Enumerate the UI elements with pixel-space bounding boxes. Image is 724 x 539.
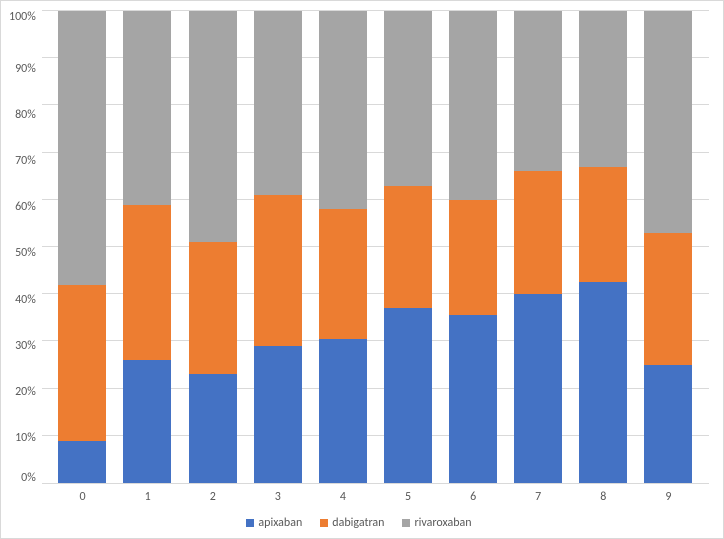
- bar-segment-rivaroxaban: [384, 11, 432, 186]
- legend-label: dabigatran: [332, 516, 384, 530]
- y-tick-label: 20%: [15, 386, 36, 398]
- bar-segment-dabigatran: [579, 167, 627, 283]
- legend-label: apixaban: [258, 516, 302, 530]
- x-tick-label: 4: [319, 490, 367, 504]
- legend-item-dabigatran: dabigatran: [320, 516, 384, 530]
- x-tick-label: 7: [514, 490, 562, 504]
- legend-swatch: [246, 519, 254, 527]
- bar: [644, 11, 692, 483]
- bar-segment-dabigatran: [319, 209, 367, 339]
- bar-segment-apixaban: [254, 346, 302, 483]
- bar-segment-apixaban: [449, 315, 497, 483]
- plot-area: 100% 90% 80% 70% 60% 50% 40% 30% 20% 10% 0%: [9, 11, 709, 484]
- bar-segment-dabigatran: [644, 233, 692, 365]
- legend: apixaban dabigatran rivaroxaban: [9, 504, 709, 530]
- bar: [579, 11, 627, 483]
- bar-segment-apixaban: [123, 360, 171, 483]
- legend-swatch: [402, 519, 410, 527]
- bar: [58, 11, 106, 483]
- y-axis: 100% 90% 80% 70% 60% 50% 40% 30% 20% 10% 0%: [9, 11, 42, 484]
- bar-segment-apixaban: [319, 339, 367, 483]
- x-axis-labels: 0 1 2 3 4 5 6 7 8 9: [42, 490, 709, 504]
- bar-segment-rivaroxaban: [514, 11, 562, 171]
- bar-segment-dabigatran: [189, 242, 237, 374]
- x-tick-label: 5: [384, 490, 432, 504]
- bar-segment-dabigatran: [449, 200, 497, 316]
- x-tick-label: 8: [579, 490, 627, 504]
- chart-grid: [42, 11, 709, 484]
- y-tick-label: 40%: [15, 294, 36, 306]
- y-tick-label: 50%: [15, 247, 36, 259]
- bar-segment-dabigatran: [384, 186, 432, 309]
- y-tick-label: 0%: [21, 472, 36, 484]
- legend-item-apixaban: apixaban: [246, 516, 302, 530]
- y-tick-label: 10%: [15, 432, 36, 444]
- bar-segment-dabigatran: [58, 285, 106, 441]
- x-axis: 0 1 2 3 4 5 6 7 8 9: [9, 484, 709, 504]
- bar-segment-apixaban: [514, 294, 562, 483]
- chart-container: 100% 90% 80% 70% 60% 50% 40% 30% 20% 10% 0% 0 1 2 3 4 5…: [0, 0, 724, 539]
- x-tick-label: 0: [59, 490, 107, 504]
- bar-segment-dabigatran: [514, 171, 562, 294]
- x-tick-label: 9: [644, 490, 692, 504]
- bar-segment-apixaban: [384, 308, 432, 483]
- bar: [514, 11, 562, 483]
- bar-segment-apixaban: [189, 374, 237, 483]
- bar-segment-rivaroxaban: [449, 11, 497, 200]
- legend-swatch: [320, 519, 328, 527]
- bar-segment-rivaroxaban: [579, 11, 627, 167]
- bar-segment-rivaroxaban: [254, 11, 302, 195]
- y-tick-label: 80%: [15, 109, 36, 121]
- y-tick-label: 60%: [15, 201, 36, 213]
- bar-segment-apixaban: [644, 365, 692, 483]
- y-tick-label: 70%: [15, 155, 36, 167]
- bar-segment-dabigatran: [123, 205, 171, 361]
- bar-segment-rivaroxaban: [189, 11, 237, 242]
- y-tick-label: 30%: [15, 340, 36, 352]
- bar-segment-rivaroxaban: [644, 11, 692, 233]
- bar: [384, 11, 432, 483]
- y-tick-label: 100%: [9, 11, 36, 23]
- bar: [319, 11, 367, 483]
- bar-segment-rivaroxaban: [319, 11, 367, 209]
- bar: [123, 11, 171, 483]
- x-tick-label: 2: [189, 490, 237, 504]
- bar: [254, 11, 302, 483]
- bar: [189, 11, 237, 483]
- bar: [449, 11, 497, 483]
- legend-item-rivaroxaban: rivaroxaban: [402, 516, 471, 530]
- bar-segment-rivaroxaban: [123, 11, 171, 205]
- legend-label: rivaroxaban: [414, 516, 471, 530]
- x-tick-label: 1: [124, 490, 172, 504]
- bar-segment-apixaban: [579, 282, 627, 483]
- x-tick-label: 3: [254, 490, 302, 504]
- y-tick-label: 90%: [15, 63, 36, 75]
- bar-segment-rivaroxaban: [58, 11, 106, 285]
- bar-segment-apixaban: [58, 441, 106, 483]
- x-tick-label: 6: [449, 490, 497, 504]
- bar-segment-dabigatran: [254, 195, 302, 346]
